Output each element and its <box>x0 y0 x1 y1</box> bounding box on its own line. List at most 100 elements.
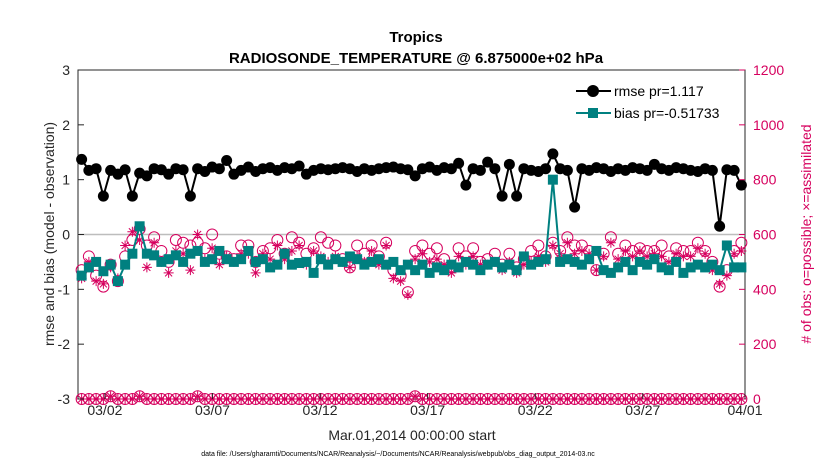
bias-point <box>627 265 638 276</box>
assimilated-obs-baseline-marker <box>714 394 725 404</box>
bias-point <box>214 245 225 256</box>
bias-point <box>185 248 196 259</box>
assimilated-obs-baseline-marker <box>547 394 558 404</box>
assimilated-obs-baseline-marker <box>214 394 225 404</box>
bias-point <box>678 267 689 278</box>
bias-point <box>526 259 537 270</box>
assimilated-obs-baseline-marker <box>178 394 189 404</box>
bias-point <box>620 256 631 267</box>
assimilated-obs-baseline-marker <box>265 394 276 404</box>
assimilated-obs-baseline-marker <box>663 394 674 404</box>
bias-point <box>105 259 116 270</box>
bias-point <box>366 256 377 267</box>
bias-point <box>250 256 261 267</box>
assimilated-obs-baseline-marker <box>163 394 174 404</box>
bias-point <box>671 256 682 267</box>
assimilated-obs-marker <box>439 259 450 270</box>
rmse-point <box>76 153 88 165</box>
possible-obs-marker <box>169 233 182 246</box>
assimilated-obs-marker <box>678 251 689 262</box>
assimilated-obs-marker <box>475 259 486 270</box>
chart-title: Tropics <box>389 29 442 46</box>
possible-obs-marker <box>329 239 342 252</box>
assimilated-obs-baseline-marker <box>141 394 152 404</box>
bias-point <box>547 174 558 185</box>
bias-point <box>279 248 290 259</box>
assimilated-obs-baseline-marker <box>91 394 102 404</box>
assimilated-obs-marker <box>185 265 196 276</box>
assimilated-obs-baseline-marker <box>381 394 392 404</box>
assimilated-obs-marker <box>134 234 145 245</box>
rmse-point <box>213 163 225 175</box>
bias-point <box>344 251 355 262</box>
assimilated-obs-marker <box>410 254 421 265</box>
rmse-point <box>496 190 508 202</box>
bias-point <box>663 265 674 276</box>
possible-obs-baseline-marker <box>133 390 146 403</box>
bias-point <box>272 259 283 270</box>
rmse-point <box>489 163 501 175</box>
assimilated-obs-marker <box>642 251 653 262</box>
assimilated-obs-marker <box>721 270 732 281</box>
rmse-point <box>141 170 153 182</box>
rmse-point <box>503 158 515 170</box>
assimilated-obs-baseline-marker <box>272 394 283 404</box>
bias-point <box>301 256 312 267</box>
assimilated-obs-baseline-marker <box>301 394 312 404</box>
bias-point <box>149 250 160 261</box>
bias-point <box>504 259 515 270</box>
assimilated-obs-baseline-marker <box>417 394 428 404</box>
assimilated-obs-marker <box>417 248 428 259</box>
assimilated-obs-baseline-marker <box>359 394 370 404</box>
rmse-point <box>402 164 414 176</box>
assimilated-obs-marker <box>562 237 573 248</box>
assimilated-obs-baseline-marker <box>134 391 145 402</box>
possible-obs-baseline-marker <box>191 390 204 403</box>
possible-obs-marker <box>351 239 364 252</box>
bias-point <box>359 259 370 270</box>
assimilated-obs-marker <box>141 262 152 273</box>
bias-point <box>199 256 210 267</box>
rmse-point <box>409 170 421 182</box>
bias-point <box>598 265 609 276</box>
rmse-point <box>460 179 472 191</box>
possible-obs-baseline-marker <box>409 390 422 403</box>
bias-point <box>576 259 587 270</box>
bias-point <box>736 262 747 273</box>
assimilated-obs-baseline-marker <box>649 394 660 404</box>
rmse-point <box>561 164 573 176</box>
assimilated-obs-marker <box>431 254 442 265</box>
assimilated-obs-marker <box>453 251 464 262</box>
rmse-point <box>735 179 747 191</box>
bias-point <box>584 254 595 265</box>
assimilated-obs-baseline-marker <box>685 394 696 404</box>
assimilated-obs-baseline-marker <box>149 394 160 404</box>
possible-obs-marker <box>177 236 190 249</box>
assimilated-obs-marker <box>613 254 624 265</box>
bias-point <box>381 259 392 270</box>
bias-point <box>439 265 450 276</box>
possible-obs-marker <box>206 228 219 241</box>
y-right-tick-label: 1000 <box>753 117 784 133</box>
bias-point <box>649 254 660 265</box>
bias-point <box>729 262 740 273</box>
assimilated-obs-baseline-marker <box>533 394 544 404</box>
bias-point <box>395 265 406 276</box>
assimilated-obs-baseline-marker <box>431 394 442 404</box>
bias-point <box>489 256 500 267</box>
rmse-point <box>221 154 233 166</box>
assimilated-obs-marker <box>236 248 247 259</box>
assimilated-obs-baseline-marker <box>170 394 181 404</box>
y-axis-right-label: # of obs: o=possible; ×=assimilated <box>798 124 814 343</box>
assimilated-obs-baseline-marker <box>83 394 94 404</box>
assimilated-obs-marker <box>388 273 399 284</box>
bias-point <box>468 259 479 270</box>
bias-point <box>156 256 167 267</box>
assimilated-obs-marker <box>98 278 109 289</box>
assimilated-obs-baseline-marker <box>627 394 638 404</box>
x-tick-label: 04/01 <box>727 402 762 418</box>
assimilated-obs-marker <box>366 245 377 256</box>
rmse-point <box>540 163 552 175</box>
y-tick-label: -2 <box>58 336 71 352</box>
assimilated-obs-marker <box>424 256 435 267</box>
